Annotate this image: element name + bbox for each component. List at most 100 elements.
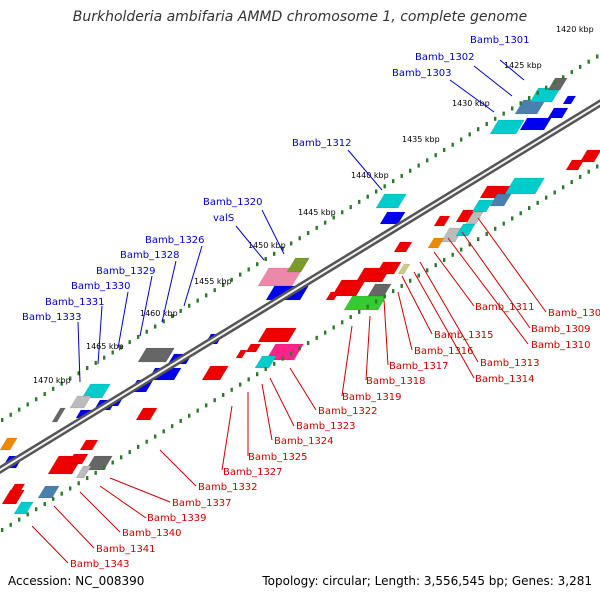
forward-gene-label: Bamb_1312 (292, 138, 352, 149)
lower-tick (26, 512, 29, 517)
upper-tick (502, 111, 505, 116)
lower-tick (366, 304, 369, 309)
leader-line (99, 485, 147, 519)
forward-gene-label: Bamb_1331 (45, 297, 105, 308)
upper-tick (256, 262, 259, 267)
lower-tick (434, 263, 437, 268)
upper-tick (400, 173, 403, 178)
upper-tick (128, 340, 131, 345)
reverse-gene-label: Bamb_1337 (172, 498, 232, 509)
forward-gene-label: valS (213, 213, 234, 224)
feature-box (137, 347, 175, 363)
upper-tick (417, 163, 420, 168)
feature-box (489, 193, 512, 207)
forward-gene-label: Bamb_1320 (203, 197, 263, 208)
upper-tick (587, 59, 590, 64)
upper-tick (553, 80, 556, 85)
lower-tick (60, 491, 63, 496)
lower-tick (332, 325, 335, 330)
upper-tick (290, 241, 293, 246)
feature-box (286, 257, 310, 273)
lower-tick (536, 200, 539, 205)
upper-tick (434, 153, 437, 158)
lower-tick (409, 278, 412, 283)
feature-box (257, 327, 297, 343)
leader-line (183, 245, 203, 307)
reverse-gene-label: Bamb_1313 (480, 358, 540, 369)
lower-tick (264, 367, 267, 372)
lower-tick (230, 387, 233, 392)
upper-tick (137, 334, 140, 339)
leader-line (397, 291, 413, 351)
upper-tick (213, 288, 216, 293)
leader-line (109, 477, 171, 503)
leader-line (31, 525, 69, 564)
feature-box (397, 263, 411, 275)
leader-line (347, 149, 383, 191)
lower-tick (349, 315, 352, 320)
upper-tick (264, 257, 267, 262)
upper-tick (477, 127, 480, 132)
feature-box (201, 365, 229, 381)
lower-tick (545, 195, 548, 200)
upper-tick (145, 329, 148, 334)
lower-tick (256, 372, 259, 377)
leader-line (235, 225, 265, 261)
reverse-gene-label: Bamb_1318 (366, 376, 426, 387)
upper-tick (460, 137, 463, 142)
map-title: Burkholderia ambifaria AMMD chromosome 1… (72, 9, 528, 25)
ruler-label: 1425 kbp (504, 61, 542, 70)
upper-tick (375, 189, 378, 194)
reverse-gene-label: Bamb_1325 (248, 452, 308, 463)
upper-tick (60, 381, 63, 386)
reverse-gene-label: Bamb_1341 (96, 544, 156, 555)
lower-tick (553, 190, 556, 195)
upper-tick (528, 96, 531, 101)
upper-tick (579, 64, 582, 69)
upper-tick (94, 360, 97, 365)
leader-line (477, 217, 547, 313)
ruler-label: 1465 kbp (86, 342, 124, 351)
lower-tick (77, 481, 80, 486)
feature-layer (0, 77, 600, 515)
lower-tick (94, 470, 97, 475)
leader-line (269, 377, 295, 427)
feature-box (375, 261, 402, 275)
feature-box (245, 343, 262, 353)
topology-summary: Topology: circular; Length: 3,556,545 bp… (262, 574, 592, 588)
upper-tick (69, 376, 72, 381)
lower-tick (519, 211, 522, 216)
leader-line (447, 237, 529, 345)
feature-box (79, 439, 99, 451)
upper-tick (324, 220, 327, 225)
accession-text: Accession: NC_008390 (8, 574, 145, 588)
reverse-gene-label: Bamb_1311 (475, 302, 535, 313)
lower-tick (494, 226, 497, 231)
lower-tick (400, 283, 403, 288)
leader-line (419, 261, 479, 363)
lower-tick (145, 439, 148, 444)
reverse-gene-label: Bamb_1323 (296, 421, 356, 432)
lower-tick (477, 237, 480, 242)
feature-box (504, 177, 546, 195)
feature-box (0, 437, 18, 451)
lower-tick (213, 398, 216, 403)
feature-box (69, 395, 92, 409)
reverse-gene-label: Bamb_1317 (389, 361, 449, 372)
forward-gene-label: Bamb_1301 (470, 35, 530, 46)
lower-tick (587, 169, 590, 174)
feature-box (135, 407, 158, 421)
lower-tick (205, 403, 208, 408)
lower-tick (307, 341, 310, 346)
lower-tick (375, 299, 378, 304)
upper-tick (111, 350, 114, 355)
feature-box (85, 455, 113, 471)
forward-gene-label: Bamb_1328 (120, 250, 180, 261)
upper-tick (392, 179, 395, 184)
upper-tick (451, 142, 454, 147)
lower-tick (162, 429, 165, 434)
upper-tick (596, 54, 599, 59)
lower-tick (69, 486, 72, 491)
